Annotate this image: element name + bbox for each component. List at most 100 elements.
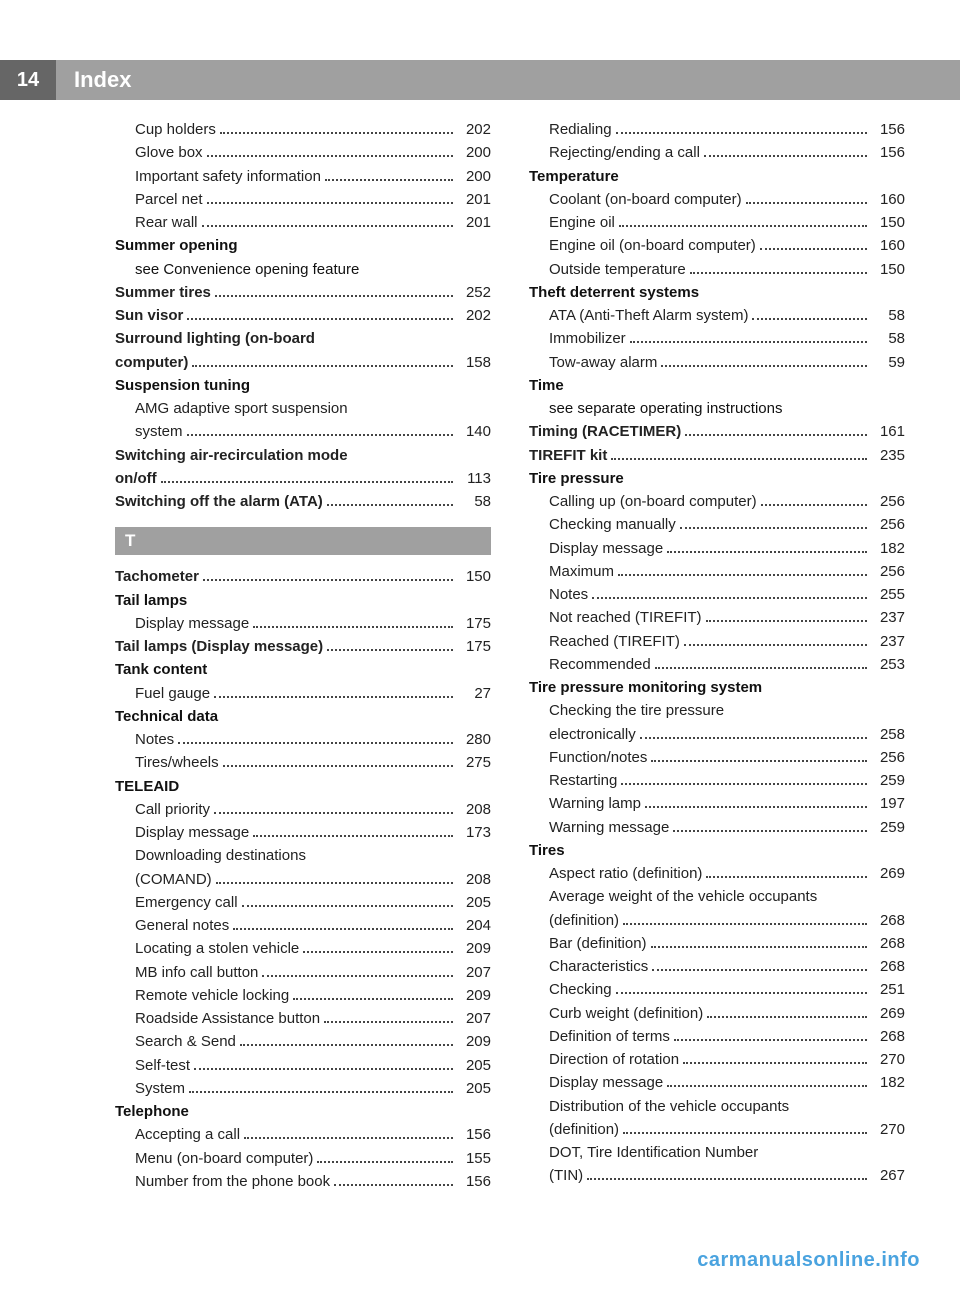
index-page: 156 — [457, 1170, 491, 1193]
index-label: Search & Send — [135, 1030, 236, 1053]
index-page: 209 — [457, 937, 491, 960]
index-label: Call priority — [135, 798, 210, 821]
leader-dots — [216, 882, 453, 884]
leader-dots — [189, 1091, 453, 1093]
leader-dots — [592, 597, 867, 599]
index-entry: Tow-away alarm59 — [529, 351, 905, 374]
index-heading: Time — [529, 374, 905, 397]
leader-dots — [611, 458, 867, 460]
index-entry: Engine oil150 — [529, 211, 905, 234]
index-entry: Switching off the alarm (ATA)58 — [115, 490, 491, 513]
index-page: 58 — [457, 490, 491, 513]
index-page: 259 — [871, 816, 905, 839]
index-entry: Coolant (on-board computer)160 — [529, 188, 905, 211]
index-entry: Display message 173 — [115, 821, 491, 844]
leader-dots — [324, 1021, 453, 1023]
leader-dots — [651, 760, 867, 762]
leader-dots — [214, 696, 453, 698]
index-label: DOT, Tire Identification Number — [549, 1141, 905, 1164]
index-page: 237 — [871, 630, 905, 653]
index-label: Aspect ratio (definition) — [549, 862, 702, 885]
index-label: Summer tires — [115, 281, 211, 304]
index-entry: Checking the tire pressureelectronically… — [529, 699, 905, 746]
leader-dots — [253, 626, 453, 628]
index-page: 208 — [457, 868, 491, 891]
index-label: Maximum — [549, 560, 614, 583]
index-page: 201 — [457, 211, 491, 234]
index-entry: Search & Send209 — [115, 1030, 491, 1053]
index-label: Calling up (on-board computer) — [549, 490, 757, 513]
leader-dots — [621, 783, 867, 785]
index-entry: Distribution of the vehicle occupants(de… — [529, 1095, 905, 1142]
index-page: 158 — [457, 351, 491, 374]
index-label: Outside temperature — [549, 258, 686, 281]
leader-dots — [187, 318, 453, 320]
leader-dots — [655, 667, 867, 669]
index-label: Roadside Assistance button — [135, 1007, 320, 1030]
index-label: Display message — [135, 821, 249, 844]
index-label: Engine oil (on-board computer) — [549, 234, 756, 257]
index-page: 150 — [457, 565, 491, 588]
index-entry: Number from the phone book156 — [115, 1170, 491, 1193]
leader-dots — [623, 1132, 867, 1134]
leader-dots — [240, 1044, 453, 1046]
leader-dots — [327, 649, 453, 651]
index-page: 256 — [871, 490, 905, 513]
index-entry: Timing (RACETIMER)161 — [529, 420, 905, 443]
section-letter: T — [115, 527, 491, 555]
index-label: Surround lighting (on-board — [115, 327, 491, 350]
index-page: 150 — [871, 211, 905, 234]
index-label: Distribution of the vehicle occupants — [549, 1095, 905, 1118]
index-label: Recommended — [549, 653, 651, 676]
index-entry: MB info call button207 — [115, 961, 491, 984]
index-entry: Display message182 — [529, 537, 905, 560]
index-page: 251 — [871, 978, 905, 1001]
index-label: Redialing — [549, 118, 612, 141]
leader-dots — [587, 1178, 867, 1180]
leader-dots — [203, 579, 453, 581]
index-label: Display message — [549, 1071, 663, 1094]
leader-dots — [752, 318, 867, 320]
index-page: 259 — [871, 769, 905, 792]
leader-dots — [223, 765, 453, 767]
index-label: Curb weight (definition) — [549, 1002, 703, 1025]
page-number-box: 14 — [0, 60, 56, 100]
index-entry: Tires/wheels275 — [115, 751, 491, 774]
index-entry: Redialing156 — [529, 118, 905, 141]
index-page: 280 — [457, 728, 491, 751]
index-entry: Function/notes256 — [529, 746, 905, 769]
index-page: 173 — [457, 821, 491, 844]
index-entry: Reached (TIREFIT)237 — [529, 630, 905, 653]
index-heading: Suspension tuning — [115, 374, 491, 397]
index-entry: Switching air-recirculation modeon/off11… — [115, 444, 491, 491]
leader-dots — [661, 365, 867, 367]
index-subtext: see separate operating instructions — [529, 397, 905, 420]
index-page: 270 — [871, 1118, 905, 1141]
index-label: ATA (Anti-Theft Alarm system) — [549, 304, 748, 327]
leader-dots — [684, 644, 867, 646]
index-entry: Checking251 — [529, 978, 905, 1001]
leader-dots — [690, 272, 867, 274]
leader-dots — [746, 202, 867, 204]
index-label: Fuel gauge — [135, 682, 210, 705]
index-label: Glove box — [135, 141, 203, 164]
index-page: 202 — [457, 304, 491, 327]
index-page: 205 — [457, 891, 491, 914]
header-title: Index — [74, 67, 131, 93]
index-entry: Sun visor202 — [115, 304, 491, 327]
index-entry: Restarting259 — [529, 769, 905, 792]
leader-dots — [623, 923, 867, 925]
index-label-cont: system — [135, 420, 183, 443]
index-entry: Tail lamps (Display message)175 — [115, 635, 491, 658]
page: 14 Index Cup holders202Glove box200Impor… — [0, 0, 960, 1302]
leader-dots — [683, 1062, 867, 1064]
index-label: Average weight of the vehicle occupants — [549, 885, 905, 908]
index-page: 161 — [871, 420, 905, 443]
index-page: 175 — [457, 635, 491, 658]
leader-dots — [192, 365, 453, 367]
index-label: Not reached (TIREFIT) — [549, 606, 702, 629]
leader-dots — [685, 434, 867, 436]
index-page: 269 — [871, 862, 905, 885]
index-label-cont: computer) — [115, 351, 188, 374]
index-entry: Fuel gauge27 — [115, 682, 491, 705]
